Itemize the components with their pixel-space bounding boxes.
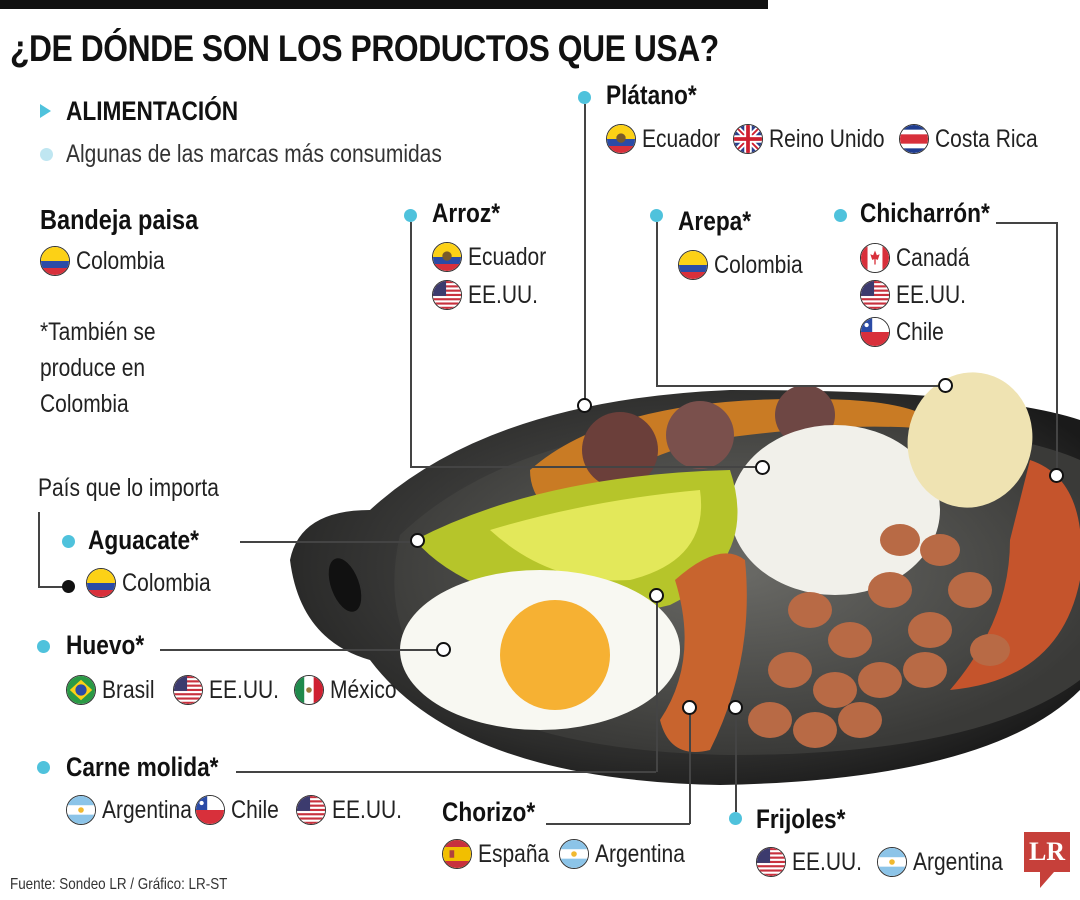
source-credit: Fuente: Sondeo LR / Gráfico: LR-ST [10,876,228,893]
carne-molida-countries: Argentina Chile EE.UU. [66,795,421,825]
arepa-leader-line [656,222,658,386]
top-rule [0,0,768,9]
lr-logo-tail [1040,872,1054,888]
light-dot-icon [40,148,53,161]
importer-dot-icon [62,580,75,593]
arroz-dot-icon [404,209,417,222]
platano-label: Plátano* [606,80,697,110]
arepa-dot-icon [650,209,663,222]
arroz-pin [755,460,770,475]
canada-flag-icon [860,243,890,273]
argentina-flag-icon [558,839,589,869]
key-connector [38,512,40,586]
costa-rica-flag-icon [898,124,929,154]
huevo-pin [436,642,451,657]
bandeja-paisa-illustration [290,372,1080,785]
arroz-label: Arroz* [432,198,501,228]
aguacate-leader-line [240,541,412,543]
spain-flag-icon [442,839,472,869]
mexico-flag-icon [293,675,324,705]
arepa-label: Arepa* [678,206,752,236]
chorizo-leader-line [689,714,691,824]
arroz-country-1: Ecuador [432,242,567,272]
chorizo-countries: España Argentina [442,839,708,869]
ecuador-flag-icon [606,124,636,154]
chicharron-leader-line [996,222,1056,224]
carne-molida-pin [649,588,664,603]
frijoles-label: Frijoles* [756,804,846,834]
usa-flag-icon [860,280,890,310]
arroz-country-2: EE.UU. [432,280,557,310]
argentina-flag-icon [66,795,96,825]
carne-molida-dot-icon [37,761,50,774]
chicharron-label: Chicharrón* [860,198,990,228]
arroz-leader-line [410,222,412,467]
brazil-flag-icon [66,675,96,705]
platano-leader-line [584,104,586,404]
arepa-pin [938,378,953,393]
chorizo-leader-line [546,823,690,825]
aguacate-pin [410,533,425,548]
argentina-flag-icon [877,847,908,877]
usa-flag-icon [172,675,203,705]
usa-flag-icon [756,847,786,877]
frijoles-countries: EE.UU. Argentina [756,847,1026,877]
colombia-flag-icon [40,246,70,276]
chorizo-label: Chorizo* [442,797,536,827]
huevo-label: Huevo* [66,630,145,660]
carne-molida-leader-line [236,771,656,773]
aguacate-countries: Colombia [86,568,234,598]
lr-logo: LR [1024,832,1070,872]
usa-flag-icon [432,280,462,310]
carne-molida-leader-line [656,600,658,772]
huevo-countries: Brasil EE.UU. México [66,675,415,705]
importer-key-label: País que lo importa [38,474,219,502]
arepa-leader-line [656,385,938,387]
uk-flag-icon [733,124,764,154]
chile-flag-icon [195,795,226,825]
chicharron-country-3: Chile [860,317,959,347]
platano-dot-icon [578,91,591,104]
huevo-leader-line [160,649,440,651]
chicharron-leader-line [1056,222,1058,468]
chorizo-pin [682,700,697,715]
chicharron-pin [1049,468,1064,483]
frijoles-pin [728,700,743,715]
chicharron-country-1: Canadá [860,243,990,273]
usa-flag-icon [296,795,327,825]
frijoles-dot-icon [729,812,742,825]
page-title: ¿DE DÓNDE SON LOS PRODUCTOS QUE USA? [10,28,719,69]
dish-country: Colombia [40,246,188,276]
category-heading: ALIMENTACIÓN [66,96,239,126]
triangle-bullet-icon [40,104,51,118]
chile-flag-icon [860,317,890,347]
aguacate-label: Aguacate* [88,525,199,555]
platano-countries: Ecuador Reino Unido Costa Rica [606,124,1063,154]
category-subtitle: Algunas de las marcas más consumidas [66,140,442,168]
footnote: *También se produce en Colombia [40,318,156,418]
huevo-dot-icon [37,640,50,653]
aguacate-dot-icon [62,535,75,548]
ecuador-flag-icon [432,242,462,272]
arroz-leader-line [410,466,760,468]
dish-name: Bandeja paisa [40,204,199,235]
chicharron-dot-icon [834,209,847,222]
colombia-flag-icon [678,250,708,280]
platano-pin [577,398,592,413]
frijoles-leader-line [735,714,737,812]
chicharron-country-2: EE.UU. [860,280,985,310]
colombia-flag-icon [86,568,116,598]
key-connector [38,586,64,588]
arepa-countries: Colombia [678,250,826,280]
carne-molida-label: Carne molida* [66,752,219,782]
